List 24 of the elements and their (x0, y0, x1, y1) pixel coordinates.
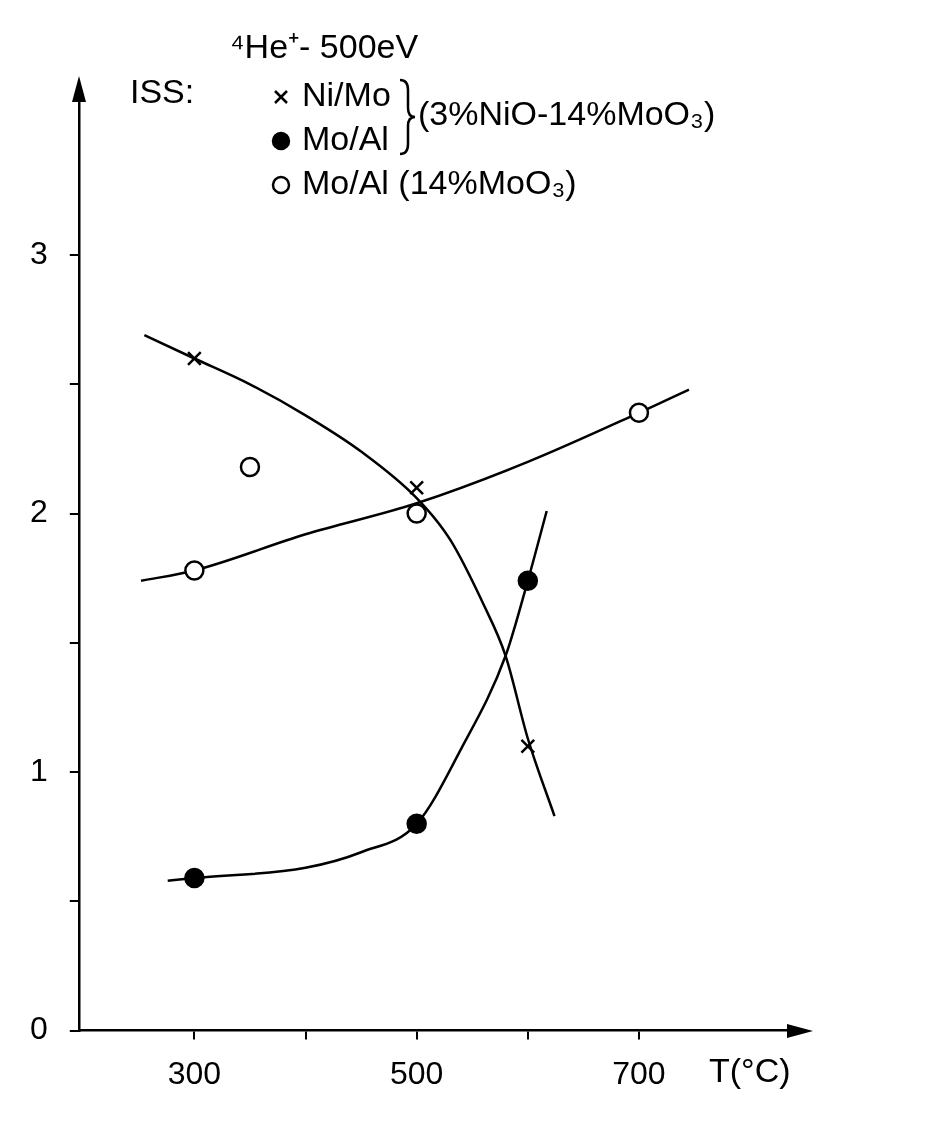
point (520, 738, 536, 754)
x-tick-label: 500 (389, 1054, 444, 1091)
x-tick-label: 700 (612, 1054, 666, 1091)
point (628, 402, 650, 424)
chart-title: ⁴He⁺- 500eV (230, 26, 419, 67)
point (239, 456, 261, 478)
y-tick-label: 3 (30, 234, 48, 271)
legend-label: Mo/Al (302, 119, 389, 157)
point (406, 503, 427, 524)
point (184, 560, 205, 581)
point (186, 350, 202, 367)
legend-label: Mo/Al (14%MoO₃) (302, 163, 577, 201)
x-tick-label: 300 (167, 1054, 222, 1091)
x-axis-title: T(°C) (709, 1050, 791, 1090)
point (517, 570, 539, 592)
point (406, 813, 427, 835)
y-tick-label: 0 (30, 1010, 48, 1047)
legend-label: Ni/Mo (302, 75, 391, 113)
annotation: (3%NiO-14%MoO₃) (418, 94, 716, 133)
annotation: ISS: (130, 72, 195, 111)
y-tick-label: 2 (30, 493, 48, 530)
point (409, 480, 425, 496)
y-tick-label: 1 (30, 751, 48, 788)
point (184, 867, 205, 889)
